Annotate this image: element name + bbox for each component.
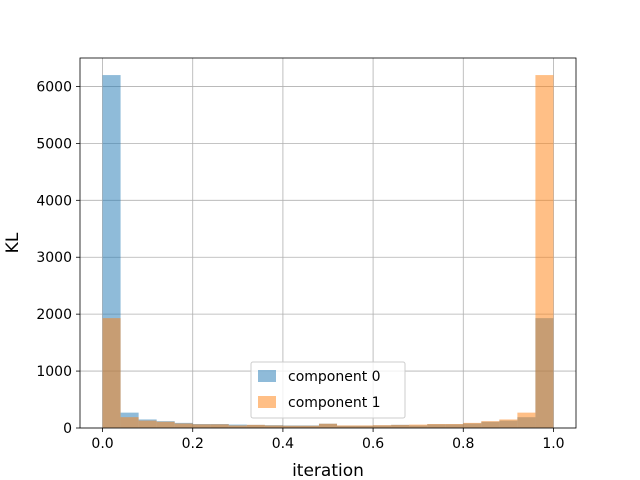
- x-tick-label: 0.8: [452, 436, 474, 452]
- histogram-bar-component-1: [409, 424, 428, 428]
- y-tick-label: 2000: [36, 307, 72, 323]
- x-tick-label: 0.2: [182, 436, 204, 452]
- histogram-bar-component-1: [210, 424, 229, 428]
- legend-box: [250, 361, 406, 419]
- plot-frame: [79, 57, 577, 429]
- histogram-bar-component-1: [264, 425, 283, 428]
- legend-label-component-0: component 0: [288, 369, 381, 385]
- legend-label-component-1: component 1: [288, 395, 381, 411]
- histogram-bar-component-1: [246, 424, 265, 428]
- histogram-bar-component-1: [120, 417, 139, 428]
- y-tick-label: 6000: [36, 79, 72, 95]
- y-tick-label: 0: [63, 421, 72, 437]
- histogram-bar-component-1: [138, 420, 157, 428]
- x-axis-title: iteration: [292, 461, 364, 480]
- x-tick-label: 1.0: [542, 436, 564, 452]
- histogram-bar-component-1: [337, 425, 356, 428]
- y-tick-label: 1000: [36, 364, 72, 380]
- histogram-bar-component-1: [156, 421, 175, 428]
- histogram-bar-component-1: [355, 425, 374, 428]
- histogram-bar-component-1: [535, 75, 554, 429]
- histogram-bar-component-1: [499, 419, 518, 428]
- histogram-bar-component-1: [192, 424, 211, 428]
- histogram-bars: [102, 75, 554, 429]
- axis-ticks: 0.0 0.2 0.4 0.6 0.8 1.0 0 1000 2000 3000 4000 5000 6…: [36, 79, 564, 452]
- histogram-bar-component-1: [445, 424, 464, 428]
- histogram-bar-component-1: [318, 423, 338, 428]
- histogram-bar-component-1: [300, 425, 319, 428]
- histogram-bar-component-1: [282, 425, 301, 428]
- y-axis-title: KL: [3, 232, 23, 253]
- histogram-bar-component-1: [391, 424, 410, 428]
- y-tick-label: 5000: [36, 136, 72, 152]
- legend-swatch-component-1: [258, 396, 276, 408]
- y-tick-label: 4000: [36, 193, 72, 209]
- histogram-bar-component-1: [427, 424, 446, 428]
- y-tick-label: 3000: [36, 250, 72, 266]
- grid-lines: [80, 58, 576, 429]
- x-tick-label: 0.6: [362, 436, 384, 452]
- histogram-bar-component-1: [517, 412, 536, 428]
- histogram-bar-component-1: [102, 318, 121, 428]
- x-tick-label: 0.0: [91, 436, 113, 452]
- histogram-bar-component-1: [481, 421, 500, 428]
- histogram-bar-component-1: [228, 425, 247, 428]
- histogram-bar-component-1: [373, 425, 392, 428]
- histogram-bar-component-1: [174, 423, 193, 428]
- histogram-bar-component-1: [463, 422, 482, 428]
- x-tick-label: 0.4: [272, 436, 294, 452]
- legend-swatch-component-0: [258, 370, 276, 382]
- legend: component 0 component 1: [250, 361, 406, 419]
